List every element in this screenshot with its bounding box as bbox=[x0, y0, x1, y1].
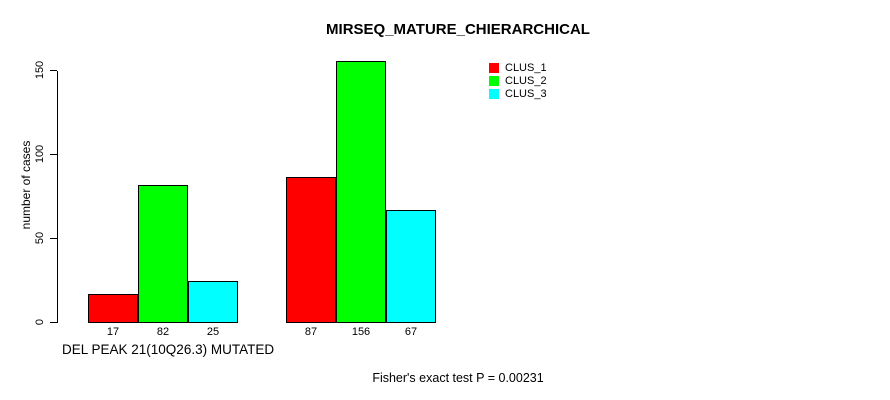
y-axis-tick-mark bbox=[50, 322, 57, 323]
legend-swatch-clus_1 bbox=[489, 63, 499, 73]
y-axis-tick-mark bbox=[50, 154, 57, 155]
bar-value-label: 25 bbox=[206, 326, 220, 338]
legend-swatch-clus_2 bbox=[489, 76, 499, 86]
chart-title: MIRSEQ_MATURE_CHIERARCHICAL bbox=[326, 21, 590, 38]
bar-clus_1-group2 bbox=[286, 177, 336, 323]
bar-value-label: 17 bbox=[106, 326, 120, 338]
bar-value-label: 67 bbox=[404, 326, 418, 338]
bar-value-label: 87 bbox=[304, 326, 318, 338]
y-axis-tick-label: 0 bbox=[34, 318, 46, 326]
legend-label: CLUS_1 bbox=[505, 62, 547, 74]
y-axis-tick-mark bbox=[50, 238, 57, 239]
x-axis-label: DEL PEAK 21(10Q26.3) MUTATED bbox=[62, 342, 275, 357]
bar-value-label: 156 bbox=[351, 326, 371, 338]
legend-swatch-clus_3 bbox=[489, 89, 499, 99]
legend: CLUS_1 CLUS_2 CLUS_3 bbox=[489, 62, 547, 100]
legend-label: CLUS_3 bbox=[505, 88, 547, 100]
bar-clus_2-group1 bbox=[138, 185, 188, 323]
y-axis-title: number of cases bbox=[19, 140, 33, 230]
legend-label: CLUS_2 bbox=[505, 75, 547, 87]
y-axis-tick-label: 150 bbox=[34, 60, 46, 80]
bar-clus_3-group1 bbox=[188, 281, 238, 323]
annotation-fisher-test: Fisher's exact test P = 0.00231 bbox=[372, 371, 544, 385]
bar-clus_1-group1 bbox=[88, 294, 138, 323]
y-axis-tick-label: 100 bbox=[34, 144, 46, 164]
bar-clus_2-group2 bbox=[336, 61, 386, 323]
bar-clus_3-group2 bbox=[386, 210, 436, 323]
legend-row: CLUS_3 bbox=[489, 88, 547, 100]
legend-row: CLUS_1 bbox=[489, 62, 547, 74]
y-axis-tick-label: 50 bbox=[34, 231, 46, 245]
y-axis-line bbox=[57, 71, 58, 323]
y-axis-tick-mark bbox=[50, 70, 57, 71]
legend-row: CLUS_2 bbox=[489, 75, 547, 87]
bar-value-label: 82 bbox=[156, 326, 170, 338]
